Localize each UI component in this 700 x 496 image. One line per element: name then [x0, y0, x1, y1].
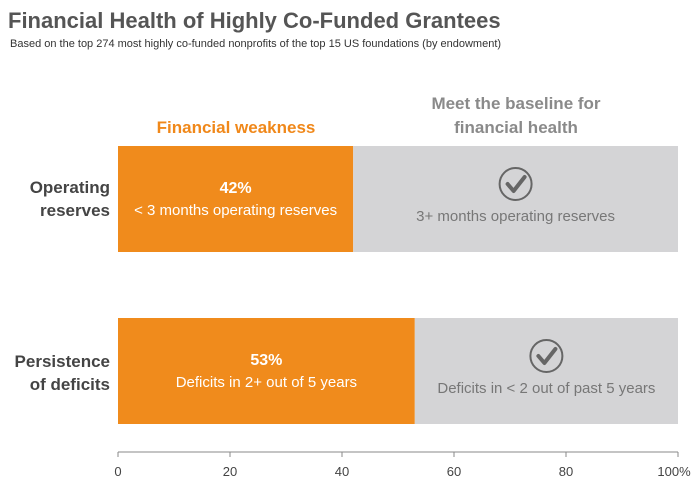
- check-circle-icon: [498, 167, 533, 201]
- category-label-line1: Operating: [29, 178, 110, 197]
- weakness-description: < 3 months operating reserves: [134, 202, 338, 219]
- x-tick-label: 0: [114, 464, 122, 479]
- category-label-line2: of deficits: [29, 375, 110, 394]
- chart-title: Financial Health of Highly Co-Funded Gra…: [8, 8, 501, 33]
- weakness-value-label: 53%: [250, 352, 283, 369]
- x-tick-label: 100%: [657, 464, 691, 479]
- category-label-line2: reserves: [40, 201, 110, 220]
- check-circle-icon: [529, 339, 564, 373]
- category-label-persistence-of-deficits: Persistence of deficits: [0, 350, 110, 396]
- x-tick-label: 60: [446, 464, 462, 479]
- baseline-description-0: 3+ months operating reserves: [416, 208, 616, 225]
- baseline-description-1: Deficits in < 2 out of past 5 years: [437, 380, 656, 397]
- category-label-line1: Persistence: [14, 352, 110, 371]
- baseline-header-line1: Meet the baseline for: [431, 94, 601, 113]
- bar-weakness-1: [118, 318, 415, 424]
- category-label-operating-reserves: Operating reserves: [0, 176, 110, 222]
- weakness-description: Deficits in 2+ out of 5 years: [175, 374, 358, 391]
- x-tick-label: 40: [334, 464, 350, 479]
- weakness-column-header: Financial weakness: [156, 118, 316, 137]
- baseline-header-line2: financial health: [454, 118, 578, 137]
- weakness-segment-label-0: 42% < 3 months operating reserves: [118, 178, 353, 222]
- x-tick-label: 80: [558, 464, 574, 479]
- weakness-segment-label-1: 53% Deficits in 2+ out of 5 years: [118, 350, 415, 394]
- weakness-value-label: 42%: [219, 180, 252, 197]
- bar-weakness-0: [118, 146, 354, 252]
- baseline-column-header: Meet the baseline for financial health: [354, 92, 678, 140]
- chart-subtitle: Based on the top 274 most highly co-fund…: [10, 38, 502, 50]
- x-tick-label: 20: [222, 464, 238, 479]
